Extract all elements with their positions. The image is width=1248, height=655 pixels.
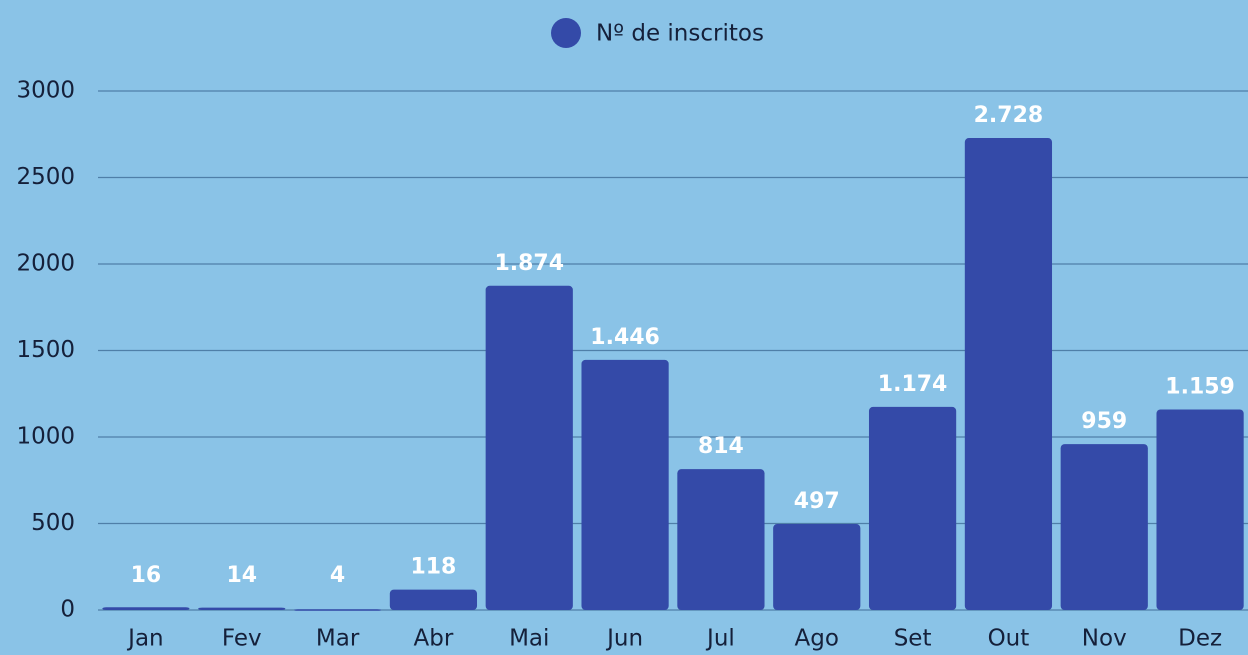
y-tick-label: 2500 bbox=[16, 164, 75, 190]
bar bbox=[868, 406, 957, 610]
value-label: 1.874 bbox=[494, 251, 564, 276]
value-label: 118 bbox=[410, 555, 456, 580]
y-tick-label: 1000 bbox=[16, 424, 75, 450]
value-label: 959 bbox=[1081, 409, 1127, 434]
y-tick-label: 2000 bbox=[16, 251, 75, 277]
bar bbox=[1060, 444, 1148, 610]
x-tick-label: Mai bbox=[509, 626, 549, 652]
x-tick-label: Fev bbox=[222, 626, 262, 652]
value-label: 2.728 bbox=[974, 103, 1044, 128]
value-label: 14 bbox=[226, 563, 257, 588]
x-tick-label: Dez bbox=[1178, 626, 1222, 652]
y-tick-label: 3000 bbox=[16, 78, 75, 104]
bar bbox=[389, 589, 478, 610]
value-label: 4 bbox=[330, 563, 345, 588]
bar bbox=[964, 138, 1053, 610]
x-tick-label: Nov bbox=[1082, 626, 1127, 652]
x-tick-label: Jun bbox=[605, 626, 643, 652]
y-tick-label: 0 bbox=[60, 597, 75, 623]
x-tick-label: Set bbox=[894, 626, 932, 652]
x-tick-label: Mar bbox=[316, 626, 360, 652]
bar bbox=[581, 359, 669, 610]
x-tick-label: Ago bbox=[795, 626, 839, 652]
bar bbox=[198, 607, 286, 610]
bar bbox=[773, 524, 861, 610]
legend-marker bbox=[551, 18, 581, 48]
bar bbox=[102, 607, 190, 610]
value-label: 497 bbox=[794, 489, 840, 514]
y-tick-label: 1500 bbox=[16, 337, 75, 363]
value-label: 1.159 bbox=[1165, 374, 1235, 399]
bar bbox=[1156, 409, 1244, 610]
value-label: 814 bbox=[698, 434, 744, 459]
value-label: 1.174 bbox=[878, 372, 948, 397]
x-tick-label: Out bbox=[988, 626, 1030, 652]
bar bbox=[293, 609, 382, 611]
y-tick-label: 500 bbox=[31, 510, 75, 536]
value-label: 16 bbox=[131, 563, 162, 588]
x-tick-label: Jul bbox=[705, 626, 735, 652]
bar bbox=[485, 285, 573, 610]
x-tick-label: Abr bbox=[414, 626, 454, 652]
x-tick-label: Jan bbox=[126, 626, 163, 652]
value-label: 1.446 bbox=[590, 325, 660, 350]
legend-label: Nº de inscritos bbox=[596, 21, 764, 47]
bar bbox=[677, 469, 765, 610]
